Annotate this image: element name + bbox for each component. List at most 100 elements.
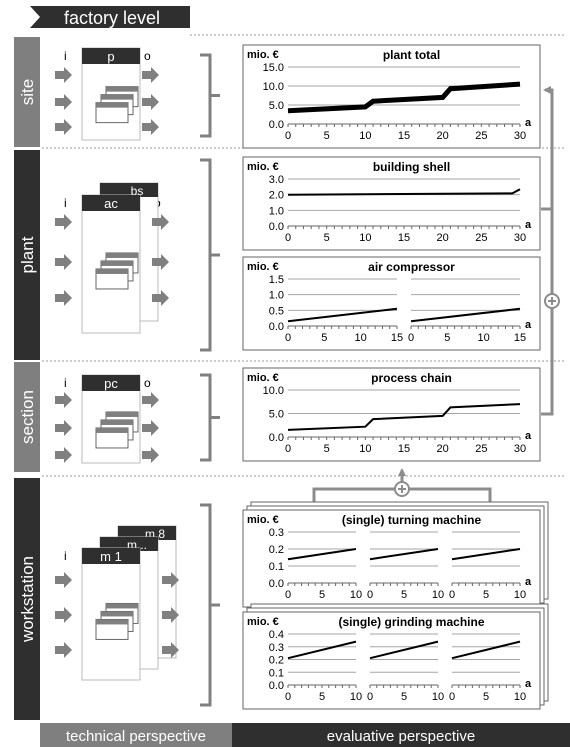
chart-title: process chain [371,371,452,385]
window-titlebar [106,411,138,417]
x-tick-label: 5 [319,589,325,601]
chart-panel: 0 5 10 [367,531,444,601]
window-titlebar [96,102,128,108]
window-titlebar [101,260,133,266]
x-axis-label: a [525,117,532,129]
series-line [451,548,521,561]
module-stack-section: i o pc [55,373,220,464]
chart-frame [242,611,541,710]
module-label: m 1 [100,549,122,564]
series-line [369,548,439,561]
input-arrow-icon [55,572,72,588]
x-tick-label: 5 [401,589,407,601]
chart-panel: 0.0 1.0 2.0 3.0 0 5 10 15 20 25 30a [269,174,532,244]
window-titlebar [106,603,138,609]
level-bar-section [14,362,40,472]
x-tick-label: 0 [408,332,414,344]
output-label: o [144,376,151,390]
x-tick-label: 5 [324,232,330,244]
x-tick-label: 15 [398,232,410,244]
chart-panel: 0.0 0.5 1.0 1.5 0 5 10 15 [269,274,403,344]
chart-grinding-machine: mio. € (single) grinding machine0.00.10.2… [242,603,549,710]
x-axis-label: a [525,576,532,588]
window-icon [95,411,139,449]
x-tick-label: 10 [350,691,362,703]
module-stack-workstation: iom 8m ..m 1 [55,503,220,707]
level-label-plant: plant [18,236,37,273]
y-tick-label: 15.0 [263,62,284,74]
chart-process-chain: mio. € process chain 0.0 5.0 10.0 0 5 10 15 20 25 3… [242,367,541,462]
chart-frame [242,44,541,149]
output-arrow-icon [152,214,169,230]
chart-panel: 0 5 10a [449,531,532,601]
chart-ylabel: mio. € [247,161,279,173]
window-titlebar [96,268,128,274]
input-arrow-icon [55,447,72,463]
window-icon [95,86,139,124]
output-arrow-icon [142,94,159,110]
x-tick-label: 5 [483,589,489,601]
series-line [287,548,357,561]
window-titlebar [106,252,138,258]
chart-panel: 0 5 10 [367,633,444,703]
chart-title: (single) grinding machine [338,615,484,629]
input-arrow-icon [55,67,72,83]
output-arrow-icon [142,67,159,83]
y-tick-label: 5.0 [269,409,284,421]
module-stack-plant: iobsac [55,158,220,352]
y-tick-label: 0.4 [269,629,284,641]
footer-evaluative-bar [232,723,570,747]
y-tick-label: 0.1 [269,561,284,573]
x-tick-label: 20 [437,443,449,455]
x-tick-label: 5 [319,691,325,703]
x-tick-label: 10 [432,589,444,601]
level-bar-workstation [14,478,40,720]
window-titlebar [101,611,133,617]
series-line [287,81,521,114]
x-tick-label: 15 [391,332,403,344]
x-tick-label: 25 [475,130,487,142]
window-titlebar [101,94,133,100]
x-tick-label: 0 [449,691,455,703]
series-line [287,307,398,323]
header-title: factory level [64,8,160,28]
chart-panel: 0.0 5.0 10.0 0 5 10 15 20 25 30a [263,385,532,455]
module-stack-site: i op [55,47,220,141]
input-label: i [64,196,67,210]
x-tick-label: 15 [398,443,410,455]
input-arrow-icon [55,290,72,306]
x-tick-label: 0 [285,332,291,344]
input-arrow-icon [55,392,72,408]
x-tick-label: 5 [324,443,330,455]
output-arrow-icon [142,119,159,135]
window-icon [95,252,139,290]
output-arrow-icon [142,392,159,408]
y-tick-label: 1.5 [269,274,284,286]
x-tick-label: 0 [449,589,455,601]
x-tick-label: 0 [367,691,373,703]
charts-layer: mio. € plant total 0.0 5.0 10.0 15.0 0 5 10 15 20 2… [242,44,549,710]
x-tick-label: 5 [324,130,330,142]
output-label: o [144,49,151,63]
x-tick-label: 10 [478,332,490,344]
x-tick-label: 5 [401,691,407,703]
input-label: i [64,49,67,63]
window-titlebar [96,427,128,433]
footer-technical-label: technical perspective [66,728,206,745]
x-tick-label: 5 [483,691,489,703]
series-line [287,403,521,431]
x-tick-label: 10 [514,691,526,703]
output-arrow-icon [162,642,179,658]
chart-air-compressor: mio. € air compressor 0.0 0.5 1.0 1.5 0 5 10 15 0 5… [242,256,541,351]
y-tick-label: 0.0 [269,680,284,692]
x-axis-label: a [525,430,532,442]
chart-panel: 0.00.10.20.30.4 0 5 10 [269,629,362,703]
x-tick-label: 30 [514,232,526,244]
y-tick-label: 0.3 [269,642,284,654]
x-tick-label: 20 [437,232,449,244]
chart-frame [242,156,541,251]
series-line [369,640,439,660]
x-tick-label: 10 [359,130,371,142]
output-arrow-icon [142,420,159,436]
